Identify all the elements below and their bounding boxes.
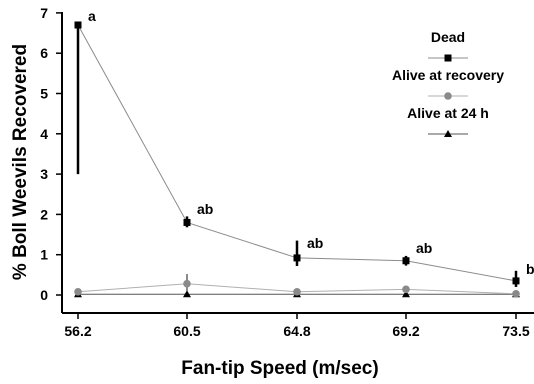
x-axis-ticks: 56.2 60.5 64.8 69.2 73.5 (64, 313, 530, 339)
y-tick-label: 1 (40, 247, 48, 263)
y-axis-ticks: 0 1 2 3 4 5 6 7 (40, 5, 62, 303)
legend-item-alive-at-recovery: Alive at recovery (392, 67, 504, 100)
legend-marker (444, 92, 452, 100)
legend-label: Dead (431, 29, 465, 45)
data-point (293, 254, 301, 262)
legend-marker (444, 54, 452, 62)
significance-label: ab (307, 235, 323, 251)
y-axis-title: % Boll Weevils Recovered (10, 44, 31, 280)
legend: Dead Alive at recovery Alive at 24 h (392, 29, 504, 137)
data-point (402, 285, 410, 294)
data-point (512, 289, 520, 298)
legend-item-dead: Dead (428, 29, 468, 62)
data-point (402, 257, 410, 265)
series-layer: a ab ab ab b (74, 8, 534, 298)
significance-label: ab (197, 201, 213, 217)
data-point (183, 290, 191, 298)
significance-label: b (526, 261, 534, 277)
data-point (293, 287, 301, 296)
y-tick-label: 3 (40, 166, 48, 182)
series-dead: a ab ab ab b (74, 8, 534, 287)
legend-label: Alive at 24 h (407, 105, 489, 121)
legend-marker (444, 130, 452, 137)
x-tick-label: 60.5 (173, 323, 200, 339)
plot-frame (62, 14, 534, 312)
y-tick-label: 7 (40, 5, 48, 21)
data-point (512, 277, 520, 285)
y-tick-label: 2 (40, 206, 48, 222)
y-tick-label: 5 (40, 86, 48, 102)
y-tick-label: 6 (40, 45, 48, 61)
data-point (74, 21, 82, 29)
data-point (74, 287, 82, 296)
data-point (183, 279, 191, 288)
legend-item-alive-at-24-h: Alive at 24 h (407, 105, 489, 137)
y-tick-label: 4 (40, 126, 48, 142)
data-point (402, 290, 410, 298)
x-tick-label: 64.8 (283, 323, 310, 339)
significance-label: a (88, 8, 96, 24)
series-alive-at-recovery (74, 274, 520, 298)
x-tick-label: 56.2 (64, 323, 91, 339)
x-tick-label: 73.5 (502, 323, 529, 339)
data-point (183, 218, 191, 226)
plot-area (62, 14, 534, 312)
significance-label: ab (416, 240, 432, 256)
x-axis-title: Fan-tip Speed (m/sec) (181, 358, 378, 379)
x-tick-label: 69.2 (392, 323, 419, 339)
y-tick-label: 0 (40, 287, 48, 303)
legend-label: Alive at recovery (392, 67, 504, 83)
